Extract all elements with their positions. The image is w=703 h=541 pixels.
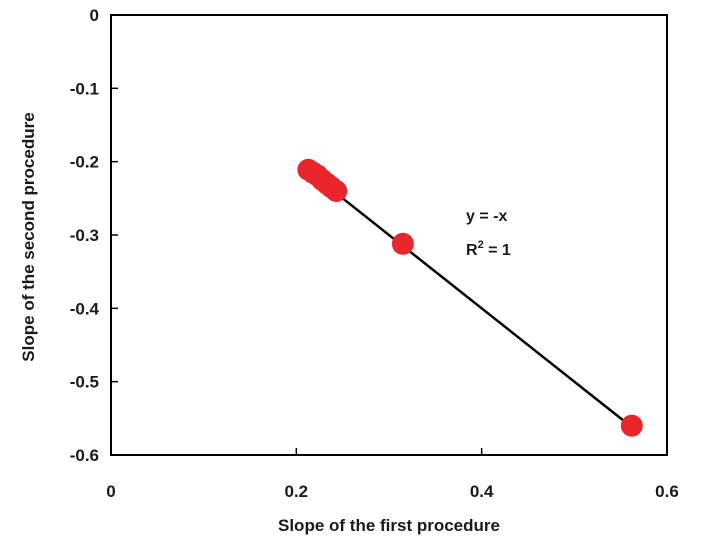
- x-axis-ticks: 0 0.2 0.4 0.6: [106, 448, 679, 501]
- data-points: [297, 158, 643, 437]
- data-point: [620, 414, 643, 437]
- r-squared-label: R2 = 1: [466, 239, 511, 259]
- x-tick-label: 0: [106, 482, 115, 501]
- r-squared-value: = 1: [484, 242, 511, 259]
- r-squared-superscript: 2: [478, 239, 484, 251]
- r-squared-letter: R: [466, 242, 478, 259]
- x-tick-label: 0.4: [470, 482, 494, 501]
- trendline-equation: y = -x: [466, 208, 507, 225]
- data-point: [391, 232, 414, 255]
- y-axis-ticks: 0 -0.1 -0.2 -0.3 -0.4 -0.5 -0.6: [70, 6, 118, 465]
- x-tick-label: 0.6: [655, 482, 679, 501]
- x-tick-label: 0.2: [285, 482, 309, 501]
- x-axis-title: Slope of the first procedure: [278, 516, 500, 535]
- y-tick-label: -0.3: [70, 226, 99, 245]
- y-tick-label: -0.6: [70, 446, 99, 465]
- data-point: [325, 180, 348, 202]
- trendline: [307, 170, 633, 429]
- y-tick-label: -0.1: [70, 79, 99, 98]
- y-axis-title: Slope of the second procedure: [19, 112, 38, 361]
- y-tick-label: -0.4: [70, 299, 100, 318]
- y-tick-label: -0.2: [70, 153, 99, 172]
- y-tick-label: -0.5: [70, 373, 99, 392]
- y-tick-label: 0: [90, 6, 99, 25]
